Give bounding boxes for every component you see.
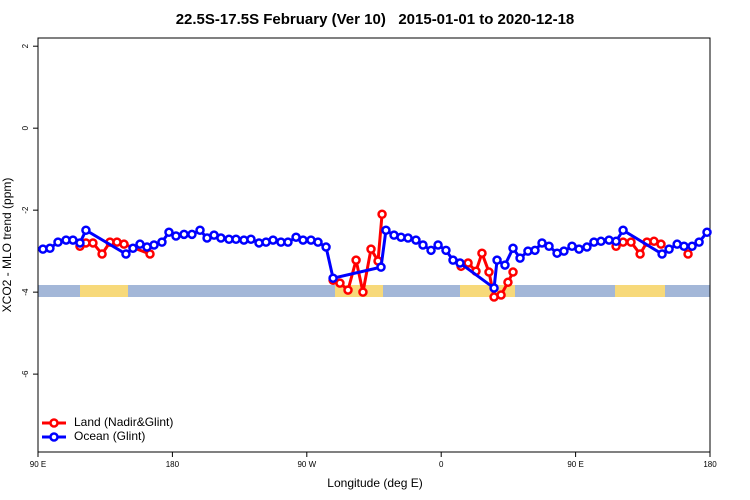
- point: [268, 235, 278, 245]
- point: [164, 227, 174, 238]
- point: [484, 267, 494, 277]
- point: [611, 236, 621, 247]
- point: [97, 249, 107, 259]
- point: [88, 238, 98, 248]
- point: [500, 260, 510, 270]
- point: [121, 249, 131, 259]
- point: [119, 239, 129, 249]
- x-tick-label: 180: [703, 460, 717, 469]
- point: [418, 240, 428, 250]
- point: [45, 243, 55, 254]
- point: [496, 290, 506, 300]
- point: [515, 253, 525, 263]
- point: [358, 287, 368, 297]
- y-tick-label: 0: [21, 125, 30, 130]
- point: [321, 242, 331, 252]
- x-tick-label: 90 W: [297, 460, 316, 469]
- x-tick-label: 0: [439, 460, 444, 469]
- point: [149, 240, 159, 250]
- point: [376, 262, 386, 272]
- point: [574, 244, 584, 254]
- point: [656, 239, 666, 249]
- legend-marker: [49, 432, 59, 442]
- point: [81, 225, 91, 235]
- point: [492, 255, 502, 265]
- point: [351, 255, 361, 265]
- y-axis-label: XCO2 - MLO trend (ppm): [0, 178, 14, 313]
- point: [657, 249, 667, 259]
- point: [179, 229, 189, 240]
- y-tick-label: -6: [21, 370, 30, 378]
- point: [544, 241, 554, 251]
- legend-marker: [49, 418, 59, 428]
- point: [694, 237, 704, 247]
- x-tick-label: 90 E: [30, 460, 46, 469]
- point: [328, 273, 338, 283]
- y-tick-label: -4: [21, 288, 30, 296]
- point: [530, 245, 540, 256]
- point: [366, 244, 376, 254]
- point: [335, 278, 345, 288]
- point: [171, 231, 181, 241]
- y-tick-label: -2: [21, 206, 30, 214]
- point: [559, 246, 569, 256]
- point: [664, 244, 674, 254]
- point: [426, 245, 436, 256]
- point: [246, 234, 256, 245]
- point: [216, 233, 226, 243]
- point: [343, 285, 353, 295]
- point: [508, 243, 518, 254]
- point: [187, 229, 197, 240]
- point: [381, 225, 391, 235]
- point: [441, 245, 451, 256]
- land-band: [80, 285, 128, 297]
- plot-frame: [37, 37, 711, 453]
- point: [702, 227, 712, 238]
- point: [313, 237, 323, 247]
- point: [157, 237, 167, 247]
- point: [582, 242, 592, 252]
- legend-label: Ocean (Glint): [74, 429, 145, 443]
- point: [508, 267, 518, 277]
- point: [411, 235, 421, 245]
- point: [503, 277, 513, 288]
- x-tick-label: 180: [166, 460, 180, 469]
- point: [537, 238, 547, 248]
- y-tick-label: 2: [21, 43, 30, 48]
- x-tick-label: 90 E: [567, 460, 583, 469]
- point: [679, 241, 689, 251]
- point: [53, 237, 63, 247]
- point: [298, 235, 308, 245]
- point: [683, 249, 693, 259]
- point: [626, 237, 636, 247]
- surface-band: [38, 285, 710, 297]
- land-band: [615, 285, 665, 297]
- legend-label: Land (Nadir&Glint): [74, 415, 173, 429]
- point: [596, 236, 606, 247]
- point: [455, 258, 465, 268]
- point: [477, 248, 487, 258]
- point: [75, 238, 85, 248]
- point: [433, 240, 443, 250]
- point: [195, 225, 205, 235]
- point: [403, 233, 413, 243]
- chart-title: 22.5S-17.5S February (Ver 10) 2015-01-01…: [176, 11, 575, 28]
- point: [618, 225, 628, 235]
- point: [377, 209, 387, 220]
- point: [687, 241, 697, 251]
- point: [283, 237, 293, 247]
- point: [489, 283, 499, 293]
- point: [231, 234, 241, 245]
- point: [635, 249, 645, 259]
- x-axis-label: Longitude (deg E): [327, 476, 422, 490]
- point: [128, 243, 138, 254]
